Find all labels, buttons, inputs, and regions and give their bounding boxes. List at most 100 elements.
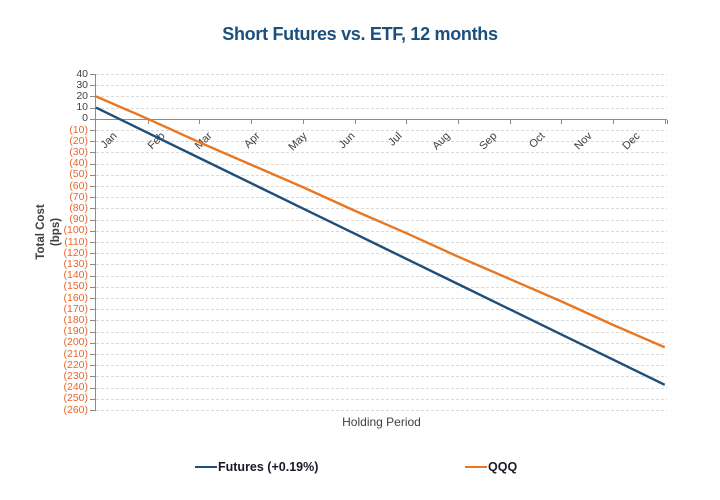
gridline <box>96 298 667 299</box>
y-tick-label: (70) <box>69 190 88 203</box>
y-tick-label: (160) <box>63 291 88 304</box>
y-tick-label: (240) <box>63 381 88 394</box>
gridline <box>96 163 667 165</box>
y-tick-label: 10 <box>76 101 88 114</box>
y-axis-tick <box>90 152 95 154</box>
y-axis-tick <box>90 141 95 143</box>
gridline <box>96 354 667 355</box>
y-tick-label: (190) <box>63 325 88 338</box>
x-axis-tick <box>406 119 408 124</box>
y-axis-tick <box>90 107 95 109</box>
gridline <box>96 376 667 378</box>
y-tick-label: 20 <box>76 89 88 102</box>
gridline <box>96 85 667 87</box>
y-axis-tick <box>90 219 95 221</box>
y-axis-tick <box>90 118 95 120</box>
gridline <box>96 331 667 333</box>
y-axis-tick <box>90 376 95 378</box>
y-axis-tick <box>90 242 95 243</box>
y-axis-tick <box>90 253 95 255</box>
y-tick-label: (100) <box>63 224 88 237</box>
y-tick-label: 30 <box>76 78 88 91</box>
y-tick-label: (250) <box>63 392 88 405</box>
gridline <box>96 130 667 131</box>
y-axis-tick <box>90 163 95 165</box>
gridline <box>96 242 667 243</box>
x-axis-tick <box>302 119 304 124</box>
y-tick-label: (200) <box>63 336 88 349</box>
x-axis-tick <box>509 119 511 124</box>
x-axis-tick <box>147 119 149 124</box>
y-tick-label: (230) <box>63 369 88 382</box>
gridline <box>96 74 667 75</box>
gridline <box>96 264 667 266</box>
y-tick-label: (260) <box>63 403 88 416</box>
x-axis-tick <box>664 119 666 124</box>
y-axis-tick <box>90 208 95 210</box>
gridline <box>96 387 667 389</box>
y-tick-label: (110) <box>64 235 88 248</box>
y-tick-label: (140) <box>63 269 88 282</box>
x-axis-title: Holding Period <box>342 415 421 429</box>
y-axis-tick <box>90 275 95 277</box>
y-tick-label: (50) <box>69 168 88 181</box>
gridline <box>96 365 667 367</box>
gridline <box>96 219 667 221</box>
y-axis-tick <box>90 130 95 131</box>
legend-label-futures: Futures (+0.19%) <box>218 460 319 474</box>
y-tick-label: (40) <box>69 157 88 170</box>
y-axis-tick <box>90 410 95 411</box>
y-tick-label: (30) <box>69 145 88 158</box>
legend-swatch-qqq <box>465 466 487 468</box>
x-axis-tick <box>354 119 356 124</box>
y-axis-tick <box>90 398 95 400</box>
gridline <box>96 208 667 210</box>
line-qqq <box>95 95 666 349</box>
gridline <box>96 96 667 98</box>
gridline <box>96 275 667 277</box>
gridline <box>96 107 667 109</box>
y-axis-tick <box>90 320 95 322</box>
y-axis-tick <box>90 264 95 266</box>
legend: Futures (+0.19%) QQQ <box>0 458 720 478</box>
gridline <box>96 410 667 411</box>
y-axis-tick <box>90 331 95 333</box>
y-tick-label: 0 <box>82 112 88 125</box>
gridline <box>96 320 667 322</box>
y-axis-tick <box>90 298 95 299</box>
y-tick-label: (180) <box>63 313 88 326</box>
x-axis-tick <box>251 119 253 124</box>
legend-label-qqq: QQQ <box>488 460 518 474</box>
legend-item-qqq: QQQ <box>465 458 517 476</box>
y-axis-tick <box>90 387 95 389</box>
y-axis-tick <box>90 197 95 199</box>
y-tick-label: (20) <box>69 134 88 147</box>
line-futures <box>95 106 666 386</box>
gridline <box>96 309 667 311</box>
y-axis-tick <box>90 286 95 288</box>
y-axis-tick <box>90 186 95 187</box>
y-axis-tick <box>90 230 95 232</box>
gridline <box>96 186 667 187</box>
y-tick-label: (150) <box>63 280 88 293</box>
legend-item-futures: Futures (+0.19%) <box>195 458 318 476</box>
y-axis-tick <box>90 354 95 355</box>
y-axis-tick <box>90 74 95 75</box>
y-axis-tick <box>90 85 95 87</box>
legend-swatch-futures <box>195 466 217 468</box>
y-tick-label: (60) <box>69 179 88 192</box>
gridline <box>96 230 667 232</box>
y-tick-label: (90) <box>69 213 88 226</box>
y-tick-label: (210) <box>63 347 88 360</box>
x-axis-tick <box>613 119 614 124</box>
gridline <box>96 197 667 199</box>
zero-axis-line <box>96 118 667 120</box>
gridline <box>96 253 667 255</box>
gridline <box>96 342 667 344</box>
y-axis-tick <box>90 342 95 344</box>
y-tick-label: (130) <box>63 257 88 270</box>
y-tick-label: (80) <box>69 201 88 214</box>
gridline <box>96 398 667 400</box>
